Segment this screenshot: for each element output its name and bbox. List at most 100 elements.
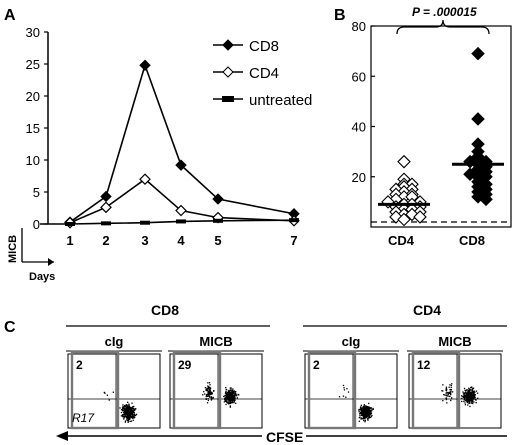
event-dot (471, 396, 473, 398)
event-dot (468, 391, 470, 393)
event-dot (127, 405, 129, 407)
event-dot (209, 390, 211, 392)
event-dot (364, 417, 366, 419)
flow-plot-label: MICB (199, 334, 232, 349)
event-dot (447, 393, 449, 395)
event-dot (474, 391, 476, 394)
event-dot (360, 411, 363, 413)
event-dot (441, 390, 443, 392)
event-dot (129, 410, 131, 412)
event-dot (229, 394, 231, 397)
event-dot (448, 386, 450, 388)
event-dot (368, 414, 371, 416)
event-dot (132, 406, 134, 408)
event-dot (469, 393, 471, 395)
event-dot (124, 420, 127, 422)
event-dot (124, 412, 126, 414)
event-dot (472, 400, 474, 402)
event-dot (342, 384, 345, 387)
flow-plot-cd8-micb: MICB 29 (168, 334, 264, 430)
event-dot (362, 411, 364, 413)
event-dot (464, 389, 466, 391)
event-dot (469, 392, 471, 394)
event-dot (127, 412, 129, 414)
event-dot (126, 415, 128, 418)
series-line-untreated (69, 219, 295, 225)
event-dot (445, 389, 447, 391)
event-dot (126, 406, 128, 408)
panel-b-points (381, 46, 493, 227)
event-dot (122, 404, 124, 406)
event-dot (209, 393, 211, 395)
event-dot (123, 418, 125, 420)
event-dot (465, 396, 467, 398)
event-dot (361, 414, 363, 416)
event-dot (233, 401, 235, 403)
event-dot (235, 394, 237, 396)
gate-name: R17 (72, 411, 95, 425)
event-dot (362, 407, 364, 409)
gate-region (70, 350, 120, 430)
event-dot (122, 414, 124, 416)
legend-marker-cd8 (222, 39, 234, 51)
event-dot (135, 408, 137, 410)
event-dot (124, 415, 126, 417)
event-dot (368, 406, 370, 408)
event-dot (366, 413, 368, 415)
event-dot (229, 401, 231, 403)
event-dot (450, 390, 452, 392)
event-dot (127, 420, 129, 422)
event-dot (445, 390, 448, 392)
event-dot (211, 398, 213, 400)
event-dot (232, 389, 234, 391)
event-dot (467, 393, 469, 395)
event-dot (362, 413, 364, 415)
event-dot (226, 399, 228, 401)
event-dot (364, 415, 366, 417)
event-dot (445, 398, 448, 401)
event-dot (470, 398, 472, 400)
event-dot (470, 402, 472, 404)
event-dot (449, 392, 451, 394)
event-dot (229, 393, 231, 395)
event-dot (132, 417, 134, 419)
panel-c: C CD8 CD4 cIg 2 R17 MICB 29 cIg 2 MICB 12 CFSE (4, 302, 507, 445)
event-dot (364, 414, 366, 416)
event-dot (127, 416, 130, 418)
category-label-cd8: CD8 (459, 233, 485, 248)
event-dot (365, 415, 367, 417)
panel-a-x-ticks: 1 2 3 4 5 7 (66, 233, 297, 248)
event-dot (234, 399, 236, 401)
event-dot (366, 410, 368, 412)
event-dot (446, 402, 448, 404)
panel-a-legend: CD8 CD4 untreated (213, 38, 312, 109)
panel-a-inset-axes: MICB Days (7, 228, 55, 283)
event-dot (367, 411, 369, 414)
event-dot (475, 390, 478, 392)
data-point-cd8 (139, 59, 151, 71)
event-dot (230, 392, 232, 394)
event-dot (130, 410, 132, 412)
event-dot (446, 395, 448, 397)
y-tick-label: 10 (26, 153, 40, 168)
event-dot (227, 401, 230, 403)
event-dot (120, 411, 123, 414)
event-dot (208, 395, 210, 397)
cfse-label: CFSE (266, 429, 303, 445)
event-dot (367, 410, 369, 412)
event-dot (209, 389, 211, 391)
event-dot (450, 386, 452, 389)
event-dot (231, 390, 233, 392)
series-line-cd8 (69, 62, 295, 223)
event-dot (130, 409, 133, 411)
event-dot (366, 415, 368, 417)
event-dot (121, 409, 123, 411)
event-dot (207, 393, 209, 395)
event-dot (365, 414, 367, 416)
panel-a-label: A (4, 7, 16, 24)
event-dot (234, 394, 236, 396)
panel-a-lines (69, 62, 295, 225)
y-tick-label: 40 (352, 120, 366, 135)
event-dot (206, 393, 208, 396)
event-dot (127, 406, 129, 408)
